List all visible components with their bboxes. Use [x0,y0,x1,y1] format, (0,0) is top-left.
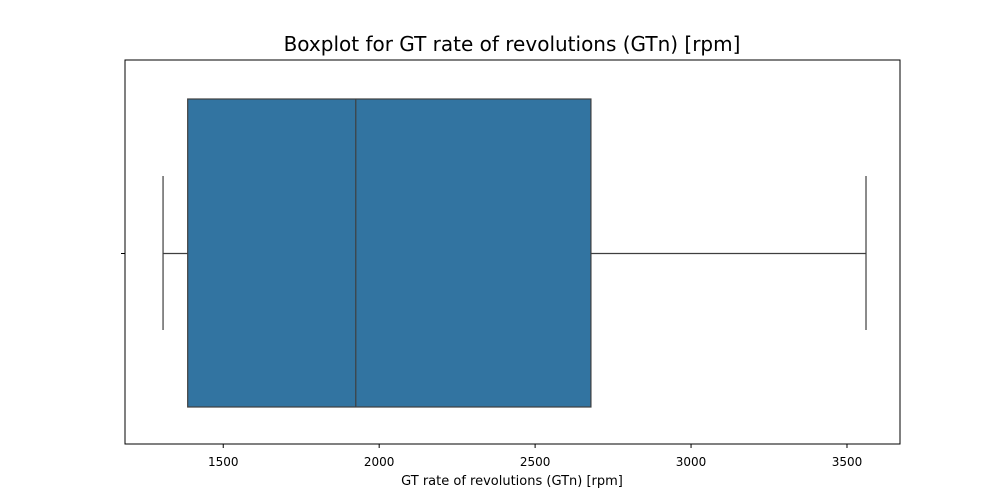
axes-frame [124,59,901,445]
x-axis-label: GT rate of revolutions (GTn) [rpm] [401,474,623,489]
x-tick-label: 1500 [208,455,239,469]
plot-area [162,98,867,408]
x-axis-ticks: 1500 2000 2500 3000 3500 [208,444,862,469]
x-tick-label: 3000 [676,455,707,469]
x-tick-label: 3500 [832,455,863,469]
x-tick-label: 2000 [364,455,395,469]
x-tick-label: 2500 [520,455,551,469]
chart-title: Boxplot for GT rate of revolutions (GTn)… [284,32,741,56]
interquartile-box [187,98,592,408]
